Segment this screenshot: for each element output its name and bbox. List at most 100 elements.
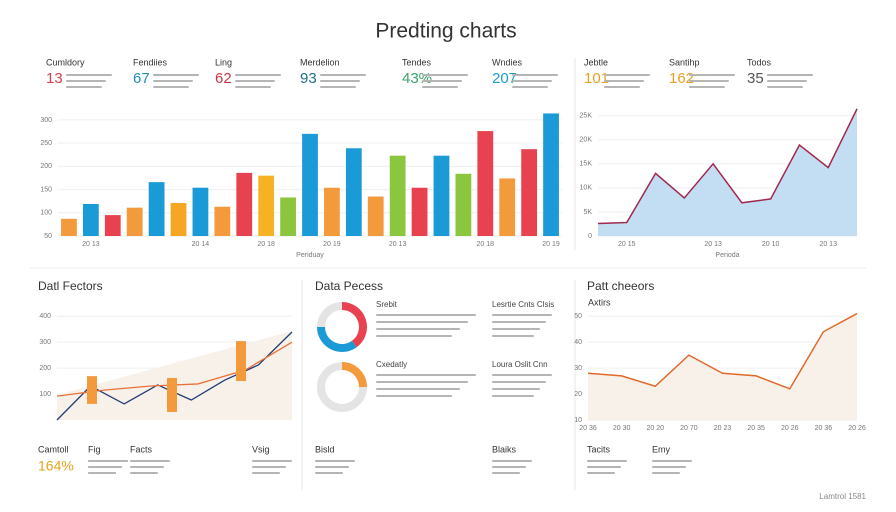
text-placeholder: [492, 472, 520, 474]
bar: [324, 187, 340, 236]
x-tick-label: 20 13: [389, 241, 407, 248]
bar: [148, 182, 165, 236]
x-tick-label: 20 18: [477, 241, 495, 248]
area-line: [597, 108, 858, 225]
y-tick-label: 300: [40, 117, 52, 124]
text-placeholder: [689, 80, 729, 82]
y-tick-label: 100: [40, 210, 52, 217]
chart-subtitle: Axtirs: [588, 297, 611, 307]
text-placeholder: [88, 460, 128, 462]
text-placeholder: [320, 80, 360, 82]
text-placeholder: [315, 460, 355, 462]
donut-segment: [317, 326, 357, 352]
y-tick-label: 50: [574, 313, 582, 320]
text-placeholder: [252, 472, 280, 474]
text-placeholder: [587, 466, 621, 468]
kpi-label: Wndies: [492, 57, 523, 67]
text-placeholder: [492, 460, 532, 462]
bar: [499, 178, 516, 236]
y-tick-label: 0: [588, 233, 592, 240]
text-placeholder: [587, 460, 627, 462]
text-placeholder: [652, 460, 692, 462]
text-placeholder: [130, 466, 164, 468]
donut-segment: [341, 302, 367, 348]
text-placeholder: [376, 321, 468, 323]
range-box: [236, 341, 246, 382]
text-placeholder: [587, 472, 615, 474]
text-placeholder: [492, 381, 546, 383]
donut-segment: [341, 362, 367, 388]
text-placeholder: [376, 328, 460, 330]
text-placeholder: [66, 80, 106, 82]
kpi-label: Tendes: [402, 57, 432, 67]
text-placeholder: [130, 472, 158, 474]
y-tick-label: 150: [40, 186, 52, 193]
kpi-value: 162: [669, 70, 694, 87]
bar: [543, 113, 559, 236]
x-axis-label: Periduay: [296, 252, 324, 259]
x-tick-label: 20 18: [257, 241, 275, 248]
stat-label: Tacits: [587, 444, 611, 454]
text-placeholder: [422, 86, 458, 88]
x-tick-label: 20 10: [762, 241, 780, 248]
donut-segment: [317, 362, 367, 412]
text-placeholder: [252, 460, 292, 462]
text-placeholder: [320, 86, 356, 88]
bar: [302, 133, 318, 236]
x-tick-label: 20 30: [613, 425, 631, 432]
area-fill: [598, 108, 857, 236]
y-tick-label: 20: [574, 391, 582, 398]
text-placeholder: [153, 74, 199, 76]
stat-label: Emy: [652, 444, 671, 454]
kpi-label: Todos: [747, 57, 772, 67]
kpi-label: Merdelion: [300, 57, 340, 67]
section-title: Data Pecess: [315, 279, 383, 293]
text-placeholder: [153, 86, 189, 88]
text-placeholder: [88, 472, 116, 474]
bar: [477, 131, 494, 236]
text-placeholder: [492, 374, 552, 376]
section-title: Datl Fectors: [38, 279, 103, 293]
x-tick-label: 20 20: [646, 425, 664, 432]
x-tick-label: 20 26: [848, 425, 866, 432]
stat-label: Facts: [130, 444, 153, 454]
kpi-value: 67: [133, 70, 150, 87]
x-tick-label: 20 23: [714, 425, 732, 432]
stat-label: Fig: [88, 444, 101, 454]
text-placeholder: [422, 74, 468, 76]
bar: [192, 187, 209, 236]
text-placeholder: [235, 80, 275, 82]
text-placeholder: [492, 314, 552, 316]
text-placeholder: [767, 80, 807, 82]
text-placeholder: [130, 460, 170, 462]
x-tick-label: 20 36: [815, 425, 833, 432]
kpi-value: 93: [300, 70, 317, 87]
page-title: Predting charts: [375, 20, 516, 43]
bar: [433, 155, 450, 236]
y-tick-label: 200: [40, 163, 52, 170]
text-placeholder: [66, 86, 102, 88]
y-tick-label: 5K: [583, 209, 592, 216]
stat-label: Camtoll: [38, 444, 69, 454]
y-tick-label: 15K: [580, 161, 593, 168]
x-tick-label: 20 13: [82, 241, 100, 248]
donut-label: Srebit: [376, 300, 398, 309]
text-placeholder: [512, 74, 558, 76]
kpi-value: 13: [46, 70, 63, 87]
text-placeholder: [689, 86, 725, 88]
kpi-value: 43%: [402, 70, 432, 87]
kpi-value: 101: [584, 70, 609, 87]
text-placeholder: [376, 335, 452, 337]
stat-label: Bisld: [315, 444, 335, 454]
text-placeholder: [492, 395, 534, 397]
text-placeholder: [492, 321, 546, 323]
y-tick-label: 25K: [580, 112, 593, 119]
text-placeholder: [492, 328, 540, 330]
text-placeholder: [235, 74, 281, 76]
plot-fill: [57, 331, 292, 420]
text-placeholder: [652, 472, 680, 474]
x-tick-label: 20 14: [192, 241, 210, 248]
x-tick-label: 20 35: [747, 425, 765, 432]
y-tick-label: 300: [39, 339, 51, 346]
donut-side-label: Lesrtie Cnts Clsis: [492, 300, 554, 309]
